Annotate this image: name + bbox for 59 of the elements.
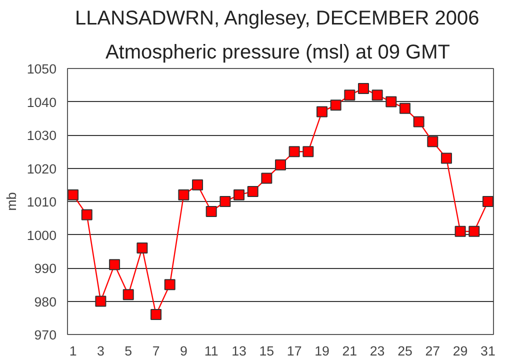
point: [288, 146, 300, 158]
x-tick-label: 21: [342, 344, 358, 358]
x-tick-label: 11: [204, 344, 218, 358]
point: [261, 172, 272, 184]
y-tick-label: 1040: [26, 94, 57, 110]
x-tick-label: 19: [314, 344, 330, 358]
point: [220, 196, 231, 207]
point: [372, 90, 383, 101]
point: [192, 179, 204, 190]
y-tick-label: 980: [34, 294, 57, 310]
y-axis-title: mb: [4, 192, 19, 211]
point: [358, 82, 369, 94]
x-tick-label: 31: [480, 344, 496, 358]
point: [482, 196, 494, 207]
point: [468, 226, 480, 237]
point: [399, 102, 410, 114]
point: [206, 206, 217, 217]
point: [136, 242, 148, 254]
x-tick-label: 25: [398, 344, 412, 358]
point: [109, 259, 120, 270]
x-tick-label: 1: [69, 344, 77, 358]
point: [302, 146, 314, 158]
point: [81, 209, 92, 220]
x-tick-label: 29: [452, 344, 468, 358]
x-tick-label: 17: [286, 344, 302, 358]
point: [247, 186, 258, 198]
y-tick-label: 990: [34, 261, 57, 276]
y-tick-label: 1030: [26, 128, 57, 143]
point: [427, 136, 438, 148]
point: [178, 189, 190, 200]
y-tick-label: 1020: [26, 161, 57, 176]
point: [330, 100, 342, 111]
y-tick-label: 1000: [26, 228, 57, 243]
y-tick-label: 1050: [26, 62, 57, 76]
x-tick-label: 7: [152, 344, 160, 358]
chart-title: LLANSADWRN, Anglesey, DECEMBER 2006: [75, 8, 480, 30]
point: [386, 96, 397, 108]
x-tick-label: 13: [232, 344, 246, 358]
point: [68, 189, 79, 200]
point: [234, 189, 245, 200]
point: [440, 152, 452, 164]
x-tick-label: 27: [425, 344, 440, 358]
x-tick-label: 3: [96, 344, 104, 358]
x-tick-label: 15: [259, 344, 274, 358]
x-tick-label: 23: [370, 344, 385, 358]
x-tick-label: 9: [180, 344, 188, 358]
point: [122, 289, 134, 300]
point: [150, 309, 162, 320]
x-tick-label: 5: [124, 344, 132, 358]
point: [316, 106, 328, 118]
point: [454, 226, 466, 237]
y-tick-label: 1010: [26, 194, 57, 210]
point: [95, 296, 106, 307]
y-tick-label: 970: [34, 328, 57, 342]
point: [164, 279, 176, 290]
chart-subtitle: Atmospheric pressure (msl) at 09 GMT: [105, 42, 450, 64]
point: [275, 159, 286, 170]
point: [344, 90, 356, 101]
point: [413, 116, 424, 128]
